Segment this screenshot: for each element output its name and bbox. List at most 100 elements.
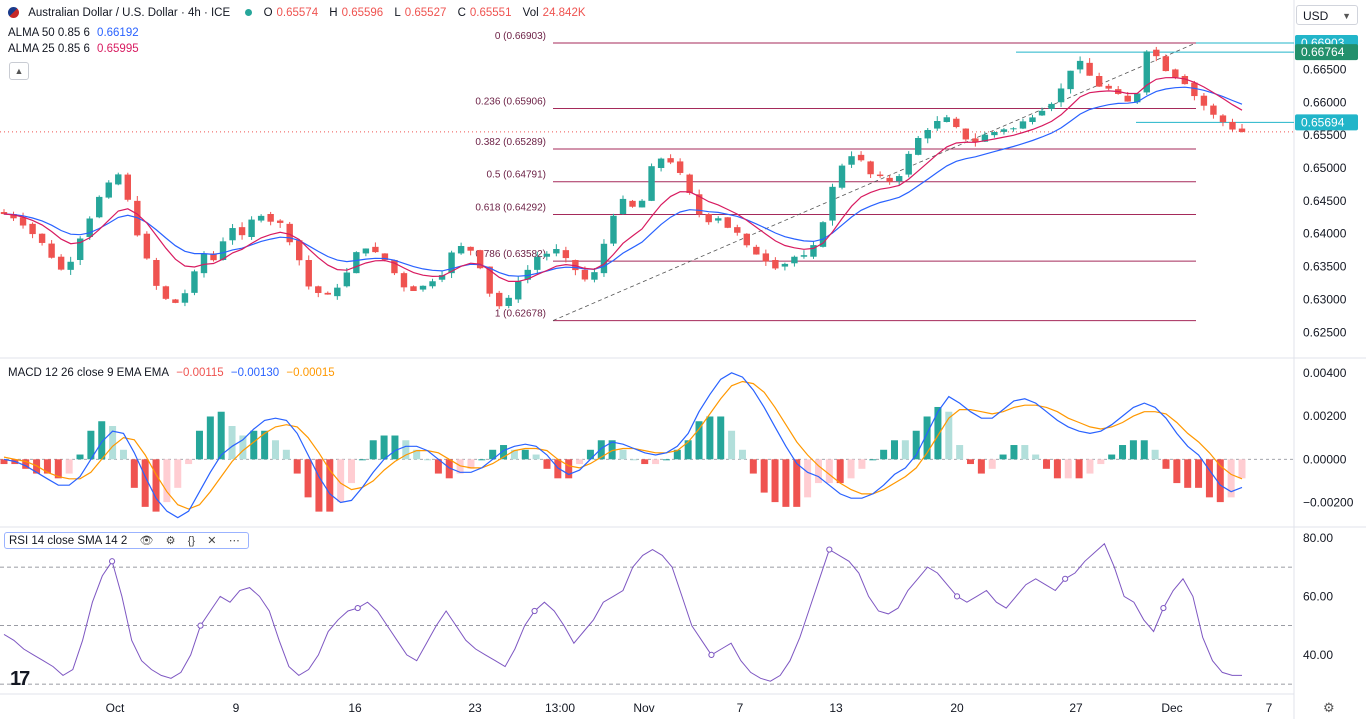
macd-histogram-bar bbox=[43, 459, 51, 474]
candle-body bbox=[667, 158, 674, 163]
macd-histogram-bar bbox=[662, 459, 670, 461]
candle bbox=[1029, 114, 1036, 125]
candle-body bbox=[305, 260, 312, 287]
macd-axis-tick: 0.00000 bbox=[1303, 452, 1347, 466]
alma50-legend[interactable]: ALMA 50 0.85 6 0.66192 bbox=[8, 27, 143, 39]
candle-body bbox=[591, 272, 598, 280]
candle-body bbox=[610, 215, 617, 244]
macd-legend[interactable]: MACD 12 26 close 9 EMA EMA −0.00115 −0.0… bbox=[8, 367, 339, 379]
candle-body bbox=[1143, 51, 1150, 93]
macd-histogram-bar bbox=[1238, 459, 1246, 479]
chevron-down-icon: ▼ bbox=[1342, 11, 1351, 21]
alma25-label: ALMA 25 0.85 6 bbox=[8, 43, 90, 55]
close-icon[interactable]: ✕ bbox=[207, 535, 217, 547]
tradingview-logo[interactable]: 17 bbox=[10, 668, 30, 690]
price-axis-label: 0.65694 bbox=[1301, 115, 1345, 129]
more-icon[interactable]: ⋯ bbox=[228, 535, 240, 547]
braces-icon[interactable]: {} bbox=[187, 535, 196, 547]
candle bbox=[400, 271, 408, 292]
candle bbox=[324, 291, 331, 295]
macd-histogram-bar bbox=[521, 449, 529, 460]
macd-histogram-bar bbox=[945, 411, 953, 460]
candle bbox=[1095, 72, 1103, 87]
candle-body bbox=[505, 297, 512, 306]
macd-histogram-bar bbox=[901, 440, 909, 460]
candle bbox=[1238, 124, 1246, 133]
candle bbox=[876, 171, 884, 178]
collapse-legend-button[interactable]: ▲ bbox=[9, 62, 29, 80]
rsi-legend[interactable]: RSI 14 close SMA 14 2 👁 ⚙ {} ✕ ⋯ bbox=[4, 532, 249, 549]
candle bbox=[505, 295, 512, 309]
candle bbox=[48, 240, 55, 259]
macd-histogram-bar bbox=[358, 459, 366, 461]
candle bbox=[257, 214, 265, 223]
candle bbox=[562, 246, 570, 263]
macd-histogram-bar bbox=[923, 416, 931, 460]
candle-body bbox=[962, 128, 970, 140]
candle bbox=[334, 283, 341, 300]
candle bbox=[457, 242, 465, 255]
candle-body bbox=[638, 200, 646, 208]
macd-histogram-bar bbox=[185, 459, 193, 465]
alma25-legend[interactable]: ALMA 25 0.85 6 0.65995 bbox=[8, 43, 143, 55]
candle bbox=[476, 249, 484, 270]
macd-histogram-bar bbox=[988, 459, 996, 469]
candle-body bbox=[153, 260, 160, 286]
fib-level-label: 0 (0.66903) bbox=[495, 31, 546, 42]
macd-histogram-bar bbox=[760, 459, 768, 493]
macd-histogram-bar bbox=[1227, 459, 1235, 498]
macd-histogram-bar bbox=[608, 440, 616, 460]
candle-body bbox=[810, 245, 817, 257]
rsi-axis-tick: 40.00 bbox=[1303, 648, 1333, 662]
macd-axis-tick: 0.00400 bbox=[1303, 366, 1347, 380]
candle-body bbox=[400, 273, 408, 288]
currency-select[interactable]: USD ▼ bbox=[1296, 5, 1358, 25]
macd-histogram-bar bbox=[391, 435, 399, 460]
candle bbox=[1210, 103, 1217, 119]
macd-hist-value: −0.00115 bbox=[176, 367, 224, 379]
candle-body bbox=[534, 256, 541, 270]
candle-body bbox=[838, 165, 846, 188]
candle-body bbox=[600, 243, 608, 274]
macd-histogram-bar bbox=[174, 459, 182, 488]
candle-body bbox=[286, 223, 293, 243]
price-axis-tick: 0.64500 bbox=[1303, 194, 1347, 208]
gear-icon[interactable]: ⚙ bbox=[1323, 700, 1335, 715]
rsi-marker bbox=[1062, 575, 1069, 582]
candle-body bbox=[19, 217, 27, 226]
candle-body bbox=[29, 223, 36, 235]
candle bbox=[10, 211, 17, 221]
candle-body bbox=[1219, 115, 1227, 123]
macd-histogram-bar bbox=[413, 449, 421, 460]
candle-body bbox=[1038, 110, 1046, 116]
candle-body bbox=[1200, 95, 1208, 106]
macd-histogram-bar bbox=[782, 459, 790, 507]
candle-body bbox=[276, 220, 284, 223]
candle-body bbox=[1134, 93, 1141, 103]
candle-body bbox=[1029, 117, 1036, 122]
price-axis-tick: 0.66000 bbox=[1303, 95, 1347, 109]
candle bbox=[800, 250, 808, 259]
candle bbox=[895, 174, 903, 186]
candle bbox=[838, 163, 846, 190]
time-axis-tick: 23 bbox=[468, 701, 482, 715]
candle-body bbox=[857, 154, 865, 161]
candle-body bbox=[200, 253, 208, 274]
candle bbox=[781, 262, 789, 271]
candle bbox=[67, 256, 74, 275]
candle bbox=[143, 231, 151, 260]
candle bbox=[991, 131, 998, 138]
candle bbox=[1048, 102, 1055, 112]
candle bbox=[29, 222, 36, 239]
candle bbox=[181, 289, 189, 307]
candle bbox=[972, 133, 979, 147]
eye-icon[interactable]: 👁 bbox=[139, 535, 154, 547]
candle bbox=[1115, 86, 1122, 95]
candle-body bbox=[38, 233, 46, 243]
macd-histogram-bar bbox=[630, 459, 638, 461]
gear-icon[interactable]: ⚙ bbox=[165, 535, 176, 547]
candle bbox=[676, 158, 684, 176]
candle bbox=[934, 116, 941, 131]
symbol-title[interactable]: Australian Dollar / U.S. Dollar · 4h · I… bbox=[28, 7, 231, 19]
